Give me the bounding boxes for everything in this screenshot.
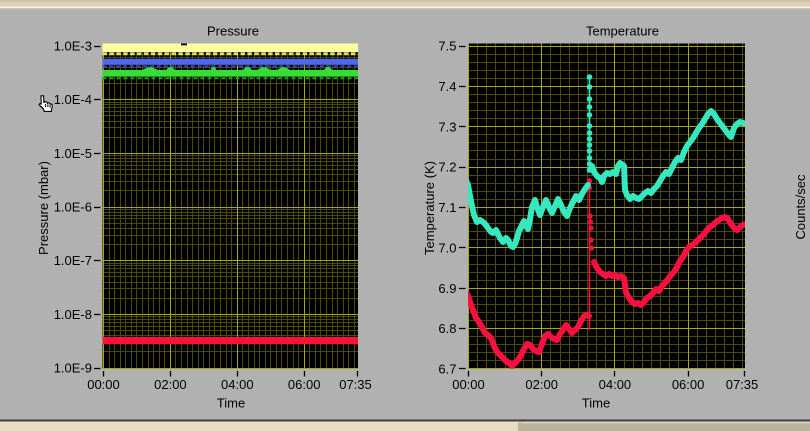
svg-text:Temperature (K): Temperature (K) [422,161,437,255]
svg-text:7.5: 7.5 [438,39,456,54]
svg-text:04:00: 04:00 [599,377,632,392]
svg-text:6.9: 6.9 [438,281,456,296]
svg-text:1.0E-6: 1.0E-6 [54,200,92,215]
svg-text:1.0E-4: 1.0E-4 [54,92,92,107]
svg-text:02:00: 02:00 [525,377,558,392]
svg-text:06:00: 06:00 [672,377,705,392]
svg-text:6.8: 6.8 [438,321,456,336]
svg-text:06:00: 06:00 [288,377,321,392]
svg-text:1.0E-7: 1.0E-7 [54,253,92,268]
svg-text:00:00: 00:00 [452,377,485,392]
svg-text:1.0E-3: 1.0E-3 [54,39,92,54]
svg-text:7.1: 7.1 [438,200,456,215]
svg-text:1.0E-8: 1.0E-8 [54,307,92,322]
svg-text:Temperature: Temperature [586,24,659,39]
svg-text:Time: Time [217,396,245,411]
svg-text:7.2: 7.2 [438,160,456,175]
svg-text:07:35: 07:35 [339,377,372,392]
svg-text:6.7: 6.7 [438,362,456,377]
svg-text:00:00: 00:00 [87,377,120,392]
svg-text:7.0: 7.0 [438,240,456,255]
svg-text:Pressure: Pressure [207,24,259,39]
svg-text:07:35: 07:35 [726,377,759,392]
svg-text:02:00: 02:00 [154,377,187,392]
svg-text:Counts/sec: Counts/sec [793,174,808,240]
svg-text:1.0E-9: 1.0E-9 [54,361,92,376]
svg-text:Time: Time [582,396,610,411]
svg-text:7.4: 7.4 [438,79,456,94]
svg-text:Pressure (mbar): Pressure (mbar) [36,161,51,255]
svg-text:1.0E-5: 1.0E-5 [54,146,92,161]
svg-text:04:00: 04:00 [221,377,254,392]
svg-text:7.3: 7.3 [438,119,456,134]
